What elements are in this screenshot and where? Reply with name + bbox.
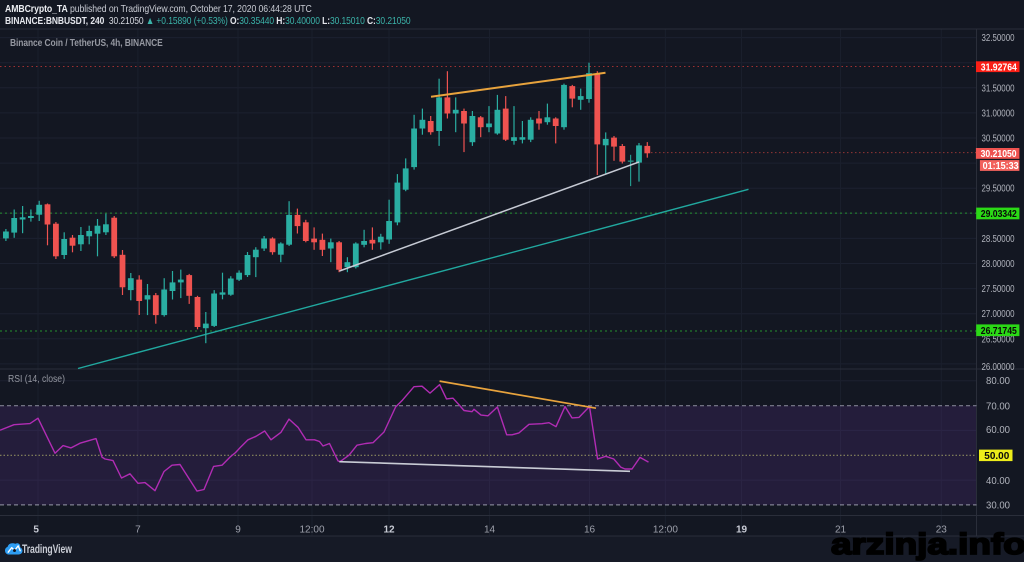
svg-text:31.92764: 31.92764: [981, 62, 1017, 73]
svg-text:12: 12: [383, 525, 395, 536]
svg-text:30.00: 30.00: [986, 500, 1010, 511]
svg-text:26.50000: 26.50000: [982, 334, 1015, 345]
svg-text:12:00: 12:00: [299, 525, 324, 536]
svg-text:29.50000: 29.50000: [982, 184, 1015, 195]
svg-text:19: 19: [736, 525, 748, 536]
svg-text:60.00: 60.00: [986, 425, 1010, 436]
svg-text:26.71745: 26.71745: [981, 326, 1017, 337]
svg-text:27.00000: 27.00000: [982, 309, 1015, 320]
svg-text:29.03342: 29.03342: [981, 209, 1017, 220]
svg-text:12:00: 12:00: [653, 525, 678, 536]
svg-text:5: 5: [33, 525, 39, 536]
svg-text:40.00: 40.00: [986, 476, 1010, 487]
svg-text:23: 23: [936, 525, 948, 536]
svg-text:26.00000: 26.00000: [982, 362, 1015, 373]
svg-text:80.00: 80.00: [986, 376, 1010, 387]
svg-text:70.00: 70.00: [986, 401, 1010, 412]
svg-text:16: 16: [584, 525, 596, 536]
svg-text:30.50000: 30.50000: [982, 134, 1015, 145]
svg-text:32.50000: 32.50000: [982, 33, 1015, 44]
svg-text:27.50000: 27.50000: [982, 284, 1015, 295]
svg-text:28.50000: 28.50000: [982, 234, 1015, 245]
svg-text:01:15:33: 01:15:33: [983, 161, 1019, 172]
svg-text:50.00: 50.00: [984, 451, 1009, 462]
svg-text:30.21050: 30.21050: [981, 149, 1017, 160]
svg-text:7: 7: [135, 525, 141, 536]
svg-text:28.00000: 28.00000: [982, 259, 1015, 270]
svg-text:14: 14: [484, 525, 496, 536]
svg-text:31.00000: 31.00000: [982, 108, 1015, 119]
svg-text:31.50000: 31.50000: [982, 83, 1015, 94]
svg-text:9: 9: [235, 525, 241, 536]
svg-text:21: 21: [835, 525, 847, 536]
